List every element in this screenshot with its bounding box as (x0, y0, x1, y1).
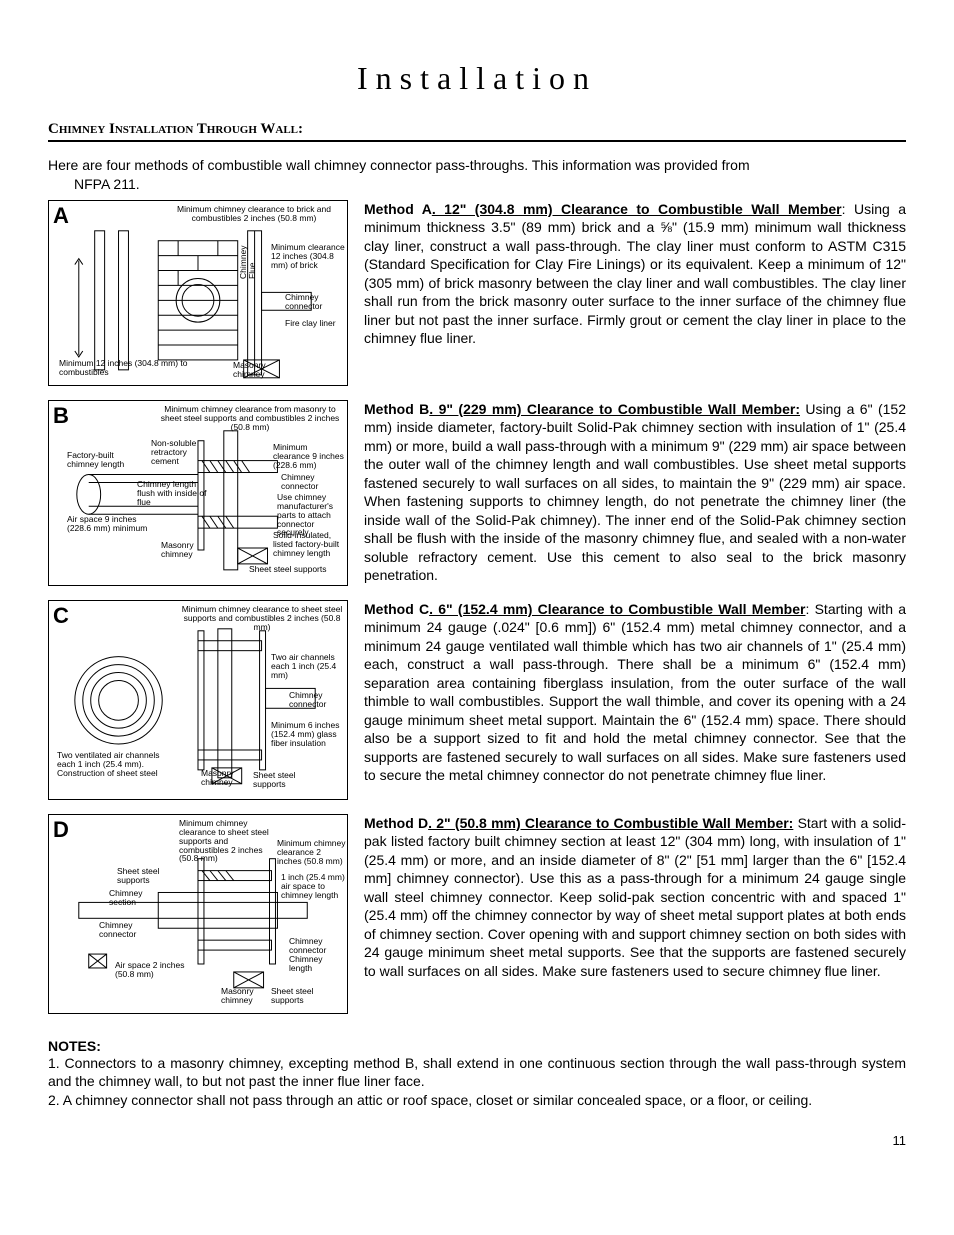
method-d-lead: . 2" (50.8 mm) Clearance to Combustible … (428, 815, 793, 831)
diag-d-len: Chimney length (289, 955, 347, 973)
diag-d-masonry: Masonry chimney (221, 987, 265, 1005)
diag-a-flue: Chimney Flue (239, 267, 257, 279)
page-title: Installation (48, 60, 906, 97)
diag-b-sheet: Sheet steel supports (249, 565, 329, 574)
diagram-a: A (48, 200, 348, 386)
diag-c-masonry: Masonry chimney (201, 769, 245, 787)
intro-line-2: NFPA 211. (48, 176, 140, 192)
method-b-block: B (48, 400, 906, 590)
method-a-body: : Using a minimum thickness 3.5" (89 mm)… (364, 201, 906, 346)
diag-b-minclear: Minimum clearance 9 inches (228.6 mm) (273, 443, 345, 470)
diag-c-vent: Two ventilated air channels each 1 inch … (57, 751, 173, 778)
diag-c-sheet: Sheet steel supports (253, 771, 313, 789)
diag-d-conn2: Chimney connector (289, 937, 345, 955)
section-heading: Chimney Installation Through Wall: (48, 121, 906, 142)
diag-b-factory: Factory-built chimney length (67, 451, 129, 469)
method-a-lead: . 12" (304.8 mm) Clearance to Combustibl… (432, 201, 842, 217)
note-2: 2. A chimney connector shall not pass th… (48, 1091, 906, 1109)
diag-a-topnote: Minimum chimney clearance to brick and c… (169, 205, 339, 223)
method-a-name: Method A (364, 201, 432, 217)
diag-d-connector: Chimney connector (99, 921, 155, 939)
method-b-lead: . 9" (229 mm) Clearance to Combustible W… (429, 401, 800, 417)
intro-text: Here are four methods of combustible wal… (48, 156, 906, 194)
method-d-block: D Minimum (48, 814, 906, 1018)
notes-heading: NOTES: (48, 1038, 906, 1054)
diag-c-topnote: Minimum chimney clearance to sheet steel… (179, 605, 345, 632)
method-a-block: A (48, 200, 906, 390)
method-c-lead: . 6" (152.4 mm) Clearance to Combustible… (429, 601, 805, 617)
diag-b-masonry: Masonry chimney (161, 541, 227, 559)
diag-b-nonsoluble: Non-soluble retractory cement (151, 439, 211, 466)
diag-b-solid: Solid-insulated, listed factory-built ch… (273, 531, 347, 558)
diag-a-min12: Minimum 12 inches (304.8 mm) to combusti… (59, 359, 199, 377)
diag-b-airspace: Air space 9 inches (228.6 mm) minimum (67, 515, 153, 533)
method-b-name: Method B (364, 401, 429, 417)
diag-d-airspace2: Air space 2 inches (50.8 mm) (115, 961, 195, 979)
intro-line-1: Here are four methods of combustible wal… (48, 157, 750, 173)
note-1: 1. Connectors to a masonry chimney, exce… (48, 1054, 906, 1091)
method-c-name: Method C (364, 601, 429, 617)
diag-d-oneinch: 1 inch (25.4 mm) air space to chimney le… (281, 873, 347, 900)
method-b-body: Using a 6" (152 mm) inside diameter, fac… (364, 401, 906, 583)
method-c-block: C Minimum (48, 600, 906, 804)
diag-a-fireclay: Fire clay liner (285, 319, 345, 328)
diagram-c: C Minimum (48, 600, 348, 800)
diag-d-minclear2: Minimum chimney clearance 2 inches (50.8… (277, 839, 347, 866)
diag-a-minclear: Minimum clearance 12 inches (304.8 mm) o… (271, 243, 345, 270)
page-number: 11 (48, 1133, 906, 1148)
method-c-body: : Starting with a minimum 24 gauge (.024… (364, 601, 906, 783)
diag-d-section: Chimney section (109, 889, 159, 907)
diagram-d: D Minimum (48, 814, 348, 1014)
diag-d-sheetsup: Sheet steel supports (117, 867, 173, 885)
diagram-b: B (48, 400, 348, 586)
diag-b-topnote: Minimum chimney clearance from masonry t… (157, 405, 343, 432)
diag-c-min6: Minimum 6 inches (152.4 mm) glass fiber … (271, 721, 347, 748)
diag-d-topnote: Minimum chimney clearance to sheet steel… (179, 819, 275, 864)
method-d-name: Method D (364, 815, 428, 831)
diag-b-flush: Chimney length flush with inside of flue (137, 480, 209, 507)
method-d-body: Start with a solid-pak listed factory bu… (364, 815, 906, 979)
diag-a-masonry: Masonry chimney (233, 361, 283, 379)
diag-c-twoair: Two air channels each 1 inch (25.4 mm) (271, 653, 345, 680)
diag-b-connector: Chimney connector (281, 473, 343, 491)
diag-d-sheet2: Sheet steel supports (271, 987, 327, 1005)
diag-a-connector: Chimney connector (285, 293, 345, 311)
diag-c-connector: Chimney connector (289, 691, 345, 709)
